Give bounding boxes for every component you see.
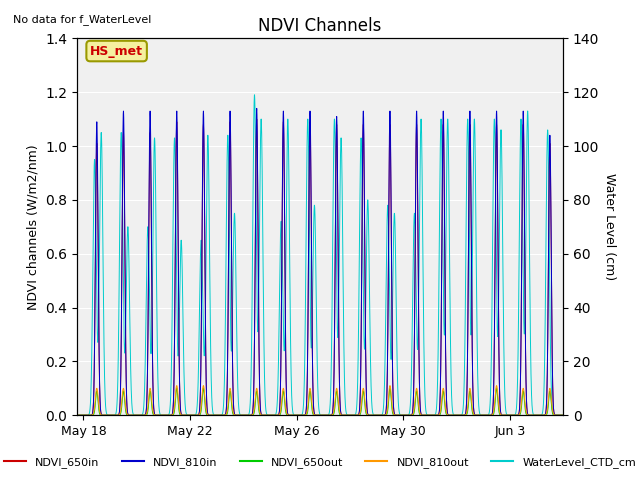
Title: NDVI Channels: NDVI Channels	[259, 17, 381, 36]
Text: No data for f_WaterLevel: No data for f_WaterLevel	[13, 13, 151, 24]
Y-axis label: NDVI channels (W/m2/nm): NDVI channels (W/m2/nm)	[26, 144, 40, 310]
Legend: NDVI_650in, NDVI_810in, NDVI_650out, NDVI_810out, WaterLevel_CTD_cm: NDVI_650in, NDVI_810in, NDVI_650out, NDV…	[0, 452, 640, 472]
Y-axis label: Water Level (cm): Water Level (cm)	[603, 173, 616, 280]
Text: HS_met: HS_met	[90, 45, 143, 58]
